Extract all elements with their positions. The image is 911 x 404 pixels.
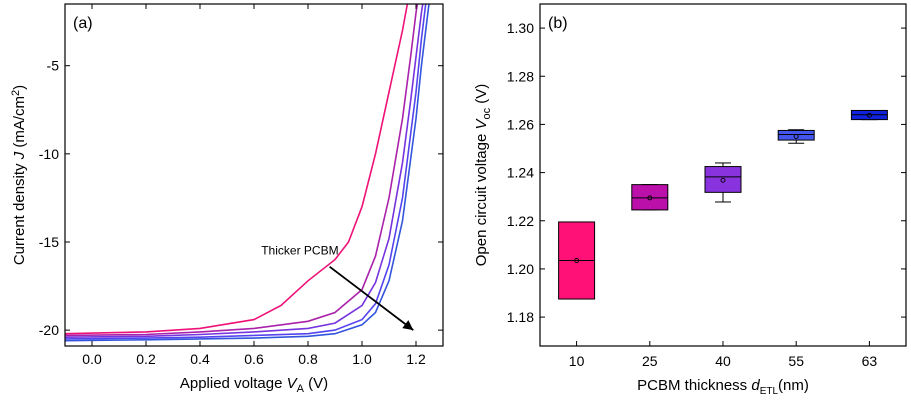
box-55nm: [777, 129, 815, 144]
voc-box-panel: 1.18 1.20 1.22 1.24 1.26 1.28 1.30 10 25 40 55 63 (…: [473, 3, 907, 397]
y-tick-label-a: -10: [39, 146, 59, 162]
y-tick-label-a: -15: [39, 234, 59, 250]
mean-marker: [793, 134, 799, 139]
y-tick-label-a: -5: [47, 58, 60, 74]
y-tick-label-b: 1.22: [507, 213, 534, 229]
y-tick-label-b: 1.24: [507, 165, 534, 181]
box-63nm: [850, 109, 888, 121]
y-axis-label-a: Current density J (mA/cm2): [10, 85, 28, 265]
x-tick-label-a: 0.0: [82, 351, 102, 367]
box-25nm: [631, 184, 669, 211]
x-tick-label-b: 40: [715, 353, 731, 369]
y-tick-label-a: -20: [39, 322, 59, 338]
x-tick-label-b: 55: [788, 353, 804, 369]
box-body: [631, 184, 669, 211]
jv-series-2: [65, 4, 419, 337]
jv-series-5: [65, 4, 430, 342]
annotation-thicker-pcbm: Thicker PCBM: [261, 243, 338, 257]
mean-marker: [574, 258, 580, 263]
x-axis-label-b: PCBM thickness dETL(nm): [637, 377, 809, 397]
x-tick-label-a: 0.2: [136, 351, 156, 367]
jv-curve-panel: 0.0 0.2 0.4 0.6 0.8 1.0 1.2 -5 -10 -15 -20 (a) App…: [10, 3, 444, 395]
trend-arrow: [329, 265, 414, 331]
x-tick-label-a: 0.4: [190, 351, 210, 367]
jv-series-1: [65, 4, 409, 335]
y-tick-label-b: 1.30: [507, 20, 534, 36]
y-tick-label-b: 1.28: [507, 68, 534, 84]
box-body: [704, 166, 742, 193]
jv-series-3: [65, 4, 424, 338]
box-10nm: [558, 221, 596, 300]
x-tick-label-a: 0.6: [244, 351, 264, 367]
x-axis-label-a: Applied voltage VA (V): [180, 375, 328, 395]
plot-frame-a: [64, 3, 444, 347]
x-tick-label-a: 1.2: [406, 351, 426, 367]
jv-series-4: [65, 4, 427, 340]
x-tick-label-b: 10: [569, 353, 585, 369]
box-body: [777, 129, 815, 141]
mean-marker: [866, 112, 872, 118]
y-tick-label-b: 1.26: [507, 116, 534, 132]
x-tick-label-b: 63: [862, 353, 878, 369]
y-axis-label-b: Open circuit voltage Voc (V): [473, 84, 493, 267]
x-tick-label-a: 0.8: [298, 351, 318, 367]
y-tick-label-b: 1.18: [507, 309, 534, 325]
box-40nm: [704, 162, 742, 203]
mean-marker: [647, 195, 653, 201]
y-tick-label-b: 1.20: [507, 261, 534, 277]
arrow-head: [402, 320, 414, 331]
panel-label-a: (a): [73, 15, 93, 32]
panel-label-b: (b): [548, 15, 568, 32]
x-tick-label-b: 25: [642, 353, 658, 369]
x-tick-label-a: 1.0: [352, 351, 372, 367]
mean-marker: [720, 177, 726, 183]
